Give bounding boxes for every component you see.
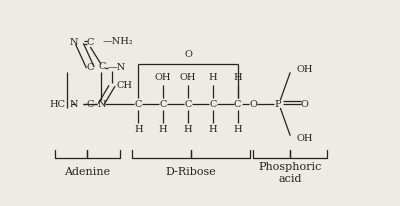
Text: C: C [87, 63, 94, 72]
Text: OH: OH [296, 65, 313, 74]
Text: P: P [274, 99, 281, 109]
Text: C: C [160, 99, 167, 109]
Text: H: H [134, 125, 143, 134]
Text: Adenine: Adenine [64, 167, 110, 177]
Text: N: N [98, 99, 106, 109]
Text: C: C [98, 62, 106, 71]
Text: O: O [300, 99, 308, 109]
Text: N: N [70, 99, 78, 109]
Text: N: N [70, 39, 78, 47]
Text: C: C [87, 99, 94, 109]
Text: C: C [234, 99, 241, 109]
Text: OH: OH [296, 135, 313, 143]
Text: H: H [233, 73, 242, 82]
Text: H: H [159, 125, 168, 134]
Text: D-Ribose: D-Ribose [166, 167, 216, 177]
Text: —NH₂: —NH₂ [103, 37, 133, 46]
Text: C: C [87, 39, 94, 47]
Text: C: C [209, 99, 216, 109]
Text: CH: CH [117, 81, 133, 90]
Text: HC: HC [50, 99, 66, 109]
Text: O: O [184, 50, 192, 59]
Text: C: C [184, 99, 192, 109]
Text: H: H [208, 125, 217, 134]
Text: C: C [135, 99, 142, 109]
Text: H: H [184, 125, 192, 134]
Text: —N: —N [107, 63, 126, 72]
Text: H: H [233, 125, 242, 134]
Text: OH: OH [155, 73, 171, 82]
Text: Phosphoric
acid: Phosphoric acid [258, 162, 322, 184]
Text: O: O [249, 99, 257, 109]
Text: OH: OH [180, 73, 196, 82]
Text: H: H [208, 73, 217, 82]
